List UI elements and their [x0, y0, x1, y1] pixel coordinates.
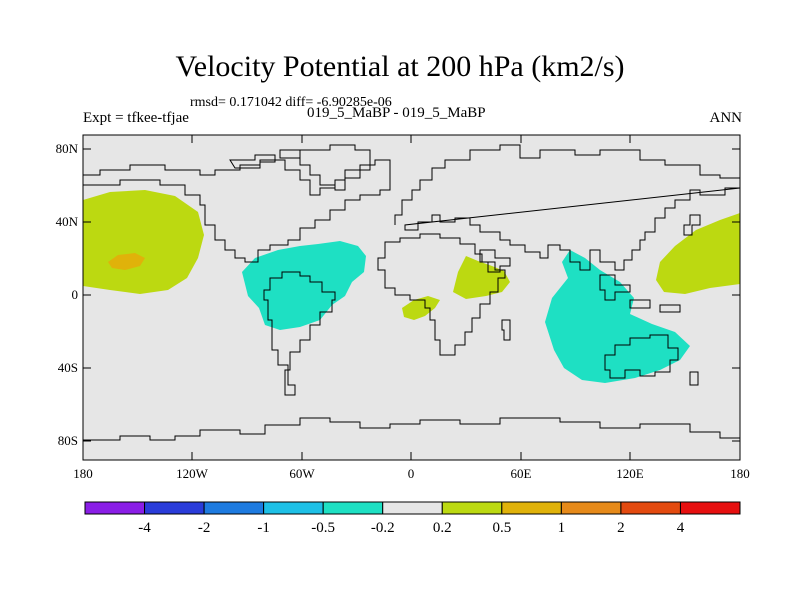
colorbar-swatch	[501, 501, 562, 515]
colorbar-label: -0.5	[311, 520, 336, 536]
coastline-arabia	[479, 249, 511, 273]
x-tick-label: 180	[73, 466, 93, 481]
coastline-south-america	[263, 271, 336, 396]
colorbar-label: 2	[617, 520, 625, 536]
coastlines	[83, 144, 741, 441]
coastline-new-zealand	[689, 371, 699, 386]
coastline-maritime-continent	[599, 274, 681, 313]
colorbar-label: -0.2	[370, 520, 395, 536]
y-tick-label: 80S	[57, 433, 78, 448]
colorbar-label: 0.2	[432, 520, 452, 536]
x-tick-label: 60W	[289, 466, 315, 481]
colorbar-label: 4	[676, 520, 685, 536]
colorbar-label: 1	[557, 520, 566, 536]
coastline-australia	[604, 334, 679, 379]
colorbar-swatch	[84, 501, 146, 515]
colorbar-swatch	[203, 501, 265, 515]
axis-ticks	[83, 135, 740, 460]
coastline-antarctica	[83, 417, 740, 441]
coastline-africa	[377, 233, 506, 356]
x-tick-label: 0	[407, 466, 415, 481]
colorbar-label: -2	[197, 520, 211, 536]
central-pacific-positive-core	[108, 253, 145, 270]
east-africa-positive	[453, 256, 510, 299]
colorbar-swatch	[382, 501, 443, 515]
coastline-madagascar	[501, 319, 511, 341]
colorbar-swatch	[263, 501, 324, 515]
colorbar-label: 0.5	[492, 520, 512, 536]
map-background	[83, 135, 740, 460]
experiment-label: Expt = tfkee-tfjae	[83, 110, 189, 126]
colorbar-label: -1	[257, 520, 270, 536]
anomaly-regions	[83, 190, 740, 383]
colorbar-swatch	[441, 501, 503, 515]
plot-title: Velocity Potential at 200 hPa (km2/s)	[175, 50, 625, 83]
colorbar-label: -4	[138, 520, 151, 536]
y-tick-label: 80N	[55, 141, 78, 156]
west-pacific-positive	[656, 213, 740, 294]
colorbar-swatch	[144, 501, 205, 515]
coastline-arctic-islands	[229, 149, 301, 169]
coastline-japan	[683, 214, 701, 236]
coastline-eurasia	[394, 144, 741, 271]
x-tick-label: 60E	[510, 466, 532, 481]
colorbar-swatch	[620, 501, 681, 515]
y-tick-label: 40S	[57, 360, 78, 375]
x-tick-label: 180	[730, 466, 750, 481]
x-tick-label: 120E	[616, 466, 644, 481]
colorbar-swatch	[679, 501, 741, 515]
gulf-of-guinea-positive	[402, 296, 440, 320]
stats-line: rmsd= 0.171042 diff= -6.90285e-06	[190, 95, 392, 110]
south-america-negative	[242, 241, 366, 330]
colorbar-swatch	[560, 501, 622, 515]
x-tick-label: 120W	[176, 466, 208, 481]
coastline-greenland	[299, 144, 371, 191]
indian-ocean-australia-negative	[545, 250, 690, 383]
y-tick-label: 40N	[55, 214, 78, 229]
case-label: 019_5_MaBP - 019_5_MaBP	[307, 105, 486, 121]
colorbar-swatch	[322, 501, 384, 515]
y-tick-label: 0	[71, 287, 79, 302]
season-label: ANN	[709, 110, 743, 126]
colorbar	[84, 501, 741, 515]
central-pacific-positive	[83, 190, 204, 294]
